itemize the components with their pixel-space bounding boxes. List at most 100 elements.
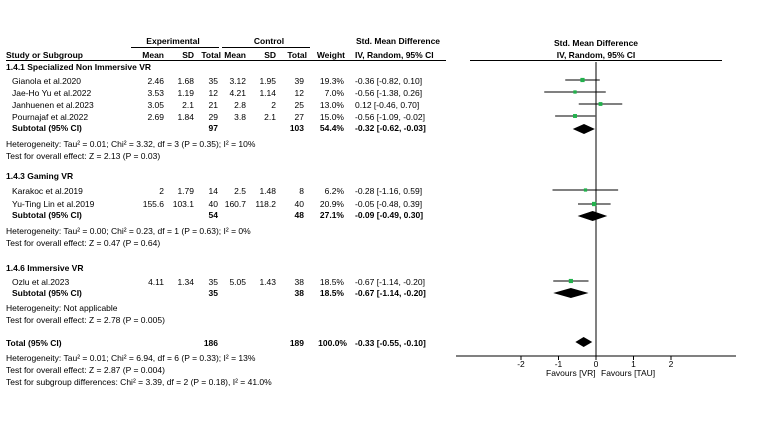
- header-rule-left: [6, 60, 446, 61]
- x-axis: -2 -1 0 1 2: [456, 62, 736, 369]
- e-mean: 3.53: [147, 88, 164, 98]
- e-mean: 3.05: [147, 100, 164, 110]
- c-total: 39: [294, 76, 304, 86]
- study-point: [583, 188, 588, 192]
- x-tick-label: 1: [631, 359, 636, 369]
- e-sd-column-header: SD: [182, 50, 194, 60]
- method-column-header: IV, Random, 95% CI: [355, 50, 434, 60]
- e-sd: 2.1: [182, 100, 194, 110]
- subtotal-label: Subtotal (95% CI): [12, 123, 82, 133]
- header-rule-right: [470, 60, 722, 61]
- e-total-column-header: Total: [201, 50, 221, 60]
- e-total: 54: [208, 210, 218, 220]
- method-plot-header: IV, Random, 95% CI: [556, 50, 636, 60]
- effect-ci: -0.67 [-1.14, -0.20]: [355, 277, 425, 287]
- e-total: 97: [208, 123, 218, 133]
- c-total: 40: [294, 199, 304, 209]
- e-total: 35: [208, 288, 218, 298]
- e-sd: 1.79: [177, 186, 194, 196]
- x-tick-label: -1: [555, 359, 563, 369]
- c-mean: 3.12: [229, 76, 246, 86]
- heterogeneity-text: Heterogeneity: Tau² = 0.00; Chi² = 0.23,…: [6, 226, 251, 236]
- overall-effect-text: Test for overall effect: Z = 2.78 (P = 0…: [6, 315, 165, 325]
- c-total: 103: [289, 123, 304, 133]
- e-total: 29: [208, 112, 218, 122]
- weight: 13.0%: [319, 100, 344, 110]
- e-sd: 1.19: [177, 88, 194, 98]
- weight-column-header: Weight: [316, 50, 345, 60]
- study-name: Gianola et al.2020: [12, 76, 81, 86]
- e-mean: 2.46: [147, 76, 164, 86]
- c-sd: 1.14: [259, 88, 276, 98]
- effect-ci: -0.28 [-1.16, 0.59]: [355, 186, 423, 196]
- effect-ci: -0.56 [-1.38, 0.26]: [355, 88, 423, 98]
- weight: 18.5%: [319, 288, 344, 298]
- total-overall-effect-text: Test for overall effect: Z = 2.87 (P = 0…: [6, 365, 165, 375]
- experimental-header: Experimental: [146, 36, 200, 46]
- overall-effect-text: Test for overall effect: Z = 0.47 (P = 0…: [6, 238, 161, 248]
- c-sd: 2.1: [264, 112, 276, 122]
- effect-ci: -0.56 [-1.09, -0.02]: [355, 112, 425, 122]
- c-total: 38: [294, 288, 304, 298]
- study-point: [573, 90, 577, 94]
- weight: 6.2%: [324, 186, 344, 196]
- study-name: Pournajaf et al.2022: [12, 112, 89, 122]
- study-point: [598, 102, 603, 106]
- c-total: 27: [294, 112, 304, 122]
- e-mean: 155.6: [142, 199, 164, 209]
- pooled-diamond: [577, 211, 608, 221]
- e-sd: 103.1: [172, 199, 194, 209]
- c-mean: 160.7: [224, 199, 246, 209]
- total-label: Total (95% CI): [6, 338, 62, 348]
- c-sd: 1.48: [259, 186, 276, 196]
- e-total: 12: [208, 88, 218, 98]
- overall-effect-text: Test for overall effect: Z = 2.13 (P = 0…: [6, 151, 161, 161]
- weight: 27.1%: [319, 210, 344, 220]
- effect-ci: -0.05 [-0.48, 0.39]: [355, 199, 423, 209]
- total-heterogeneity-text: Heterogeneity: Tau² = 0.01; Chi² = 6.94,…: [6, 353, 256, 363]
- plot-marks: [544, 77, 623, 347]
- study-point: [568, 278, 573, 284]
- effect-ci: -0.09 [-0.49, 0.30]: [355, 210, 424, 220]
- subgroup-title: 1.4.3 Gaming VR: [6, 171, 74, 181]
- subgroup-title: 1.4.1 Specialized Non Immersive VR: [6, 62, 152, 72]
- c-mean-column-header: Mean: [224, 50, 246, 60]
- pooled-diamond: [575, 337, 593, 347]
- study-column-header: Study or Subgroup: [6, 50, 83, 60]
- effect-ci: -0.67 [-1.14, -0.20]: [355, 288, 426, 298]
- weight: 100.0%: [318, 338, 347, 348]
- x-tick-label: 0: [594, 359, 599, 369]
- e-total: 14: [208, 186, 218, 196]
- subtotal-label: Subtotal (95% CI): [12, 288, 82, 298]
- effect-ci: -0.33 [-0.55, -0.10]: [355, 338, 426, 348]
- c-total: 25: [294, 100, 304, 110]
- effect-ci: -0.32 [-0.62, -0.03]: [355, 123, 426, 133]
- c-sd: 1.95: [259, 76, 276, 86]
- c-mean: 5.05: [229, 277, 246, 287]
- e-sd: 1.84: [177, 112, 194, 122]
- weight: 20.9%: [319, 199, 344, 209]
- study-name: Ozlu et al.2023: [12, 277, 70, 287]
- weight: 18.5%: [319, 277, 344, 287]
- c-total: 189: [289, 338, 304, 348]
- heterogeneity-text: Heterogeneity: Tau² = 0.01; Chi² = 3.32,…: [6, 139, 256, 149]
- control-header: Control: [253, 36, 285, 46]
- weight: 7.0%: [324, 88, 344, 98]
- weight: 19.3%: [319, 76, 344, 86]
- effect-ci: 0.12 [-0.46, 0.70]: [355, 100, 420, 110]
- x-tick-label: 2: [669, 359, 674, 369]
- study-point: [573, 114, 577, 118]
- subtotal-label: Subtotal (95% CI): [12, 210, 82, 220]
- pooled-diamond: [572, 124, 595, 134]
- heterogeneity-text: Heterogeneity: Not applicable: [6, 303, 118, 313]
- e-sd: 1.34: [177, 277, 194, 287]
- e-total: 35: [208, 76, 218, 86]
- c-sd: 118.2: [255, 199, 276, 209]
- smd-header: Std. Mean Difference: [355, 36, 441, 46]
- effect-ci: -0.36 [-0.82, 0.10]: [355, 76, 423, 86]
- c-total-column-header: Total: [287, 50, 307, 60]
- favours-tau-label: Favours [TAU]: [601, 368, 656, 378]
- study-name: Karakoc et al.2019: [12, 186, 83, 196]
- control-header-rule: [222, 47, 310, 48]
- e-mean: 2: [159, 186, 164, 196]
